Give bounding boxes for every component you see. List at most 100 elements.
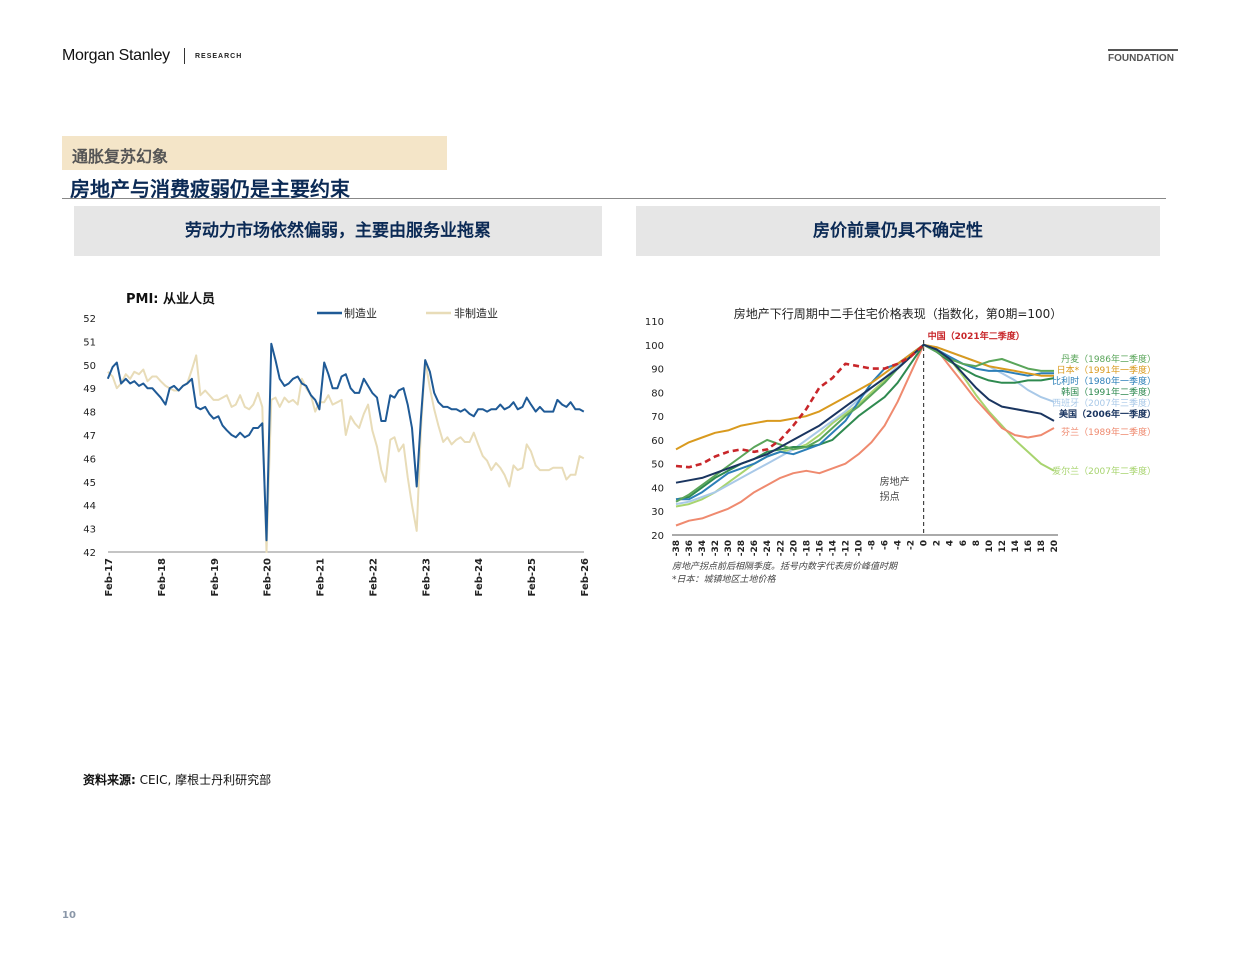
right-panel-header: 房价前景仍具不确定性 [636, 206, 1160, 256]
brand-separator [184, 48, 185, 64]
hp-x-tick-label: 14 [1011, 540, 1021, 553]
hp-x-axis: -38 -36 -34 -32 -30 -28 -26 -24 -22 -20 -18 -16 -14-… [672, 540, 1060, 556]
pmi-x-tick-label: Feb-20 [263, 558, 274, 596]
hp-y-tick-label: 50 [651, 460, 664, 471]
hp-x-tick-label: 20 [1050, 540, 1060, 553]
pmi-series-group [106, 342, 585, 553]
hp-x-tick-label: 2 [933, 540, 943, 546]
brand-subtitle: RESEARCH [195, 53, 243, 60]
hp-series-line [675, 343, 1055, 484]
hp-y-tick-label: 70 [651, 412, 664, 423]
hp-x-tick-label: -28 [737, 540, 747, 556]
hp-series-labels: 中国（2021年二季度） 丹麦（1986年二季度）日本*（1991年一季度）比利时… [928, 330, 1156, 477]
hp-series-group [675, 343, 1055, 527]
pmi-x-tick-label: Feb-24 [474, 558, 485, 596]
hp-series-label: 韩国（1991年二季度） [1061, 386, 1156, 398]
hp-x-tick-label: -38 [672, 540, 682, 556]
hp-x-tick-label: -26 [750, 540, 760, 556]
pmi-series-line-manufacturing [106, 342, 585, 542]
hp-x-tick-label: -24 [763, 540, 773, 556]
hp-series-line [675, 343, 925, 469]
hp-series-label: 美国（2006年一季度） [1059, 408, 1156, 420]
pmi-y-axis: 42 43 44 45 46 47 48 49 50 51 52 [83, 314, 96, 559]
title-divider [62, 198, 1166, 199]
pmi-x-tick-label: Feb-18 [157, 558, 168, 596]
hp-x-tick-label: -14 [828, 540, 838, 556]
page-title: 房地产与消费疲弱仍是主要约束 [70, 177, 350, 201]
pmi-y-tick-label: 50 [83, 361, 96, 372]
turning-point-annotation: 房地产 [880, 475, 910, 488]
hp-x-tick-label: 4 [946, 540, 956, 546]
pmi-x-tick-label: Feb-23 [421, 558, 432, 596]
pmi-x-tick-label: Feb-26 [580, 558, 591, 596]
hp-x-tick-label: -16 [815, 540, 825, 556]
pmi-x-tick-label: Feb-17 [104, 558, 115, 596]
legend-label-nonmfg: 非制造业 [454, 306, 498, 320]
pmi-y-tick-label: 49 [83, 384, 96, 395]
section-label: 通胀复苏幻象 [72, 147, 169, 166]
hp-x-tick-label: 0 [920, 540, 930, 546]
hp-y-tick-label: 30 [651, 507, 664, 518]
source-note: 资料来源: CEIC, 摩根士丹利研究部 [83, 771, 271, 788]
hp-series-label: 爱尔兰（2007年二季度） [1052, 465, 1156, 477]
hp-x-tick-label: -30 [724, 540, 734, 556]
hp-series-label: 芬兰（1989年二季度） [1061, 426, 1156, 438]
hp-footnote-1: 房地产拐点前后相隔季度。括号内数字代表房价峰值时期 [672, 561, 899, 572]
hp-y-tick-label: 60 [651, 436, 664, 447]
hp-x-tick-label: -4 [894, 540, 904, 550]
pmi-series-line-non-manufacturing [107, 354, 585, 553]
pmi-y-tick-label: 44 [83, 501, 96, 512]
turning-point-annotation-line2: 拐点 [880, 490, 900, 503]
hp-x-tick-label: -22 [776, 540, 786, 556]
pmi-y-tick-label: 52 [83, 314, 96, 325]
hp-x-tick-label: 8 [972, 540, 982, 546]
badge-rule [1108, 49, 1178, 51]
hp-y-tick-label: 20 [651, 531, 664, 542]
hp-x-tick-label: -20 [789, 540, 799, 556]
hp-x-tick-label: 18 [1037, 540, 1047, 553]
hp-series-label: 西班牙（2007年三季度） [1052, 397, 1156, 409]
hp-y-axis: 20 30 40 50 60 70 80 90 100 110 [645, 317, 664, 542]
pmi-y-tick-label: 43 [83, 525, 96, 536]
hp-series-label: 丹麦（1986年二季度） [1061, 353, 1156, 365]
hp-y-tick-label: 80 [651, 388, 664, 399]
pmi-y-tick-label: 47 [83, 431, 96, 442]
hp-x-tick-label: -8 [868, 540, 878, 550]
hp-series-line [675, 343, 1055, 527]
hp-x-tick-label: 10 [985, 540, 995, 553]
hp-y-tick-label: 100 [645, 341, 664, 352]
hp-y-tick-label: 90 [651, 365, 664, 376]
right-panel-title: 房价前景仍具不确定性 [813, 221, 983, 241]
pmi-legend: 制造业 非制造业 [317, 306, 498, 320]
hp-x-tick-label: -36 [685, 540, 695, 556]
hp-x-tick-label: 16 [1024, 540, 1034, 553]
hp-footnote-2: *日本：城镇地区土地价格 [672, 574, 777, 585]
source-label: 资料来源: [83, 773, 136, 787]
hp-series-label: 中国（2021年二季度） [928, 330, 1025, 342]
foundation-badge: FOUNDATION [1108, 53, 1174, 64]
house-price-chart: 房地产下行周期中二手住宅价格表现（指数化，第0期=100） 2030405060… [645, 306, 1156, 585]
legend-label-mfg: 制造业 [344, 306, 377, 320]
left-panel-title: 劳动力市场依然偏弱，主要由服务业拖累 [185, 221, 491, 241]
hp-series-label: 日本*（1991年一季度） [1057, 364, 1156, 376]
hp-x-tick-label: -32 [711, 540, 721, 556]
hp-series-label: 比利时（1980年一季度） [1052, 375, 1156, 387]
hp-x-tick-label: 6 [959, 540, 969, 546]
pmi-x-tick-label: Feb-22 [368, 558, 379, 596]
hp-x-tick-label: -18 [802, 540, 812, 556]
pmi-x-axis: Feb-17 Feb-18 Feb-19 Feb-20 Feb-21 Feb-22 Feb-… [104, 558, 591, 596]
hp-x-tick-label: -2 [907, 540, 917, 550]
hp-series-line [675, 343, 1054, 451]
section-label-box [62, 136, 447, 170]
brand-logo: Morgan Stanley [62, 47, 170, 64]
hp-y-tick-label: 110 [645, 317, 664, 328]
pmi-y-tick-label: 46 [83, 454, 96, 465]
hp-chart-title: 房地产下行周期中二手住宅价格表现（指数化，第0期=100） [734, 306, 1063, 321]
pmi-y-tick-label: 45 [83, 478, 96, 489]
hp-y-tick-label: 40 [651, 483, 664, 494]
left-panel-header: 劳动力市场依然偏弱，主要由服务业拖累 [74, 206, 602, 256]
hp-series-line [675, 343, 1055, 508]
page-number: 10 [62, 910, 76, 921]
source-text: CEIC, 摩根士丹利研究部 [135, 773, 272, 787]
pmi-x-tick-label: Feb-21 [316, 558, 327, 596]
